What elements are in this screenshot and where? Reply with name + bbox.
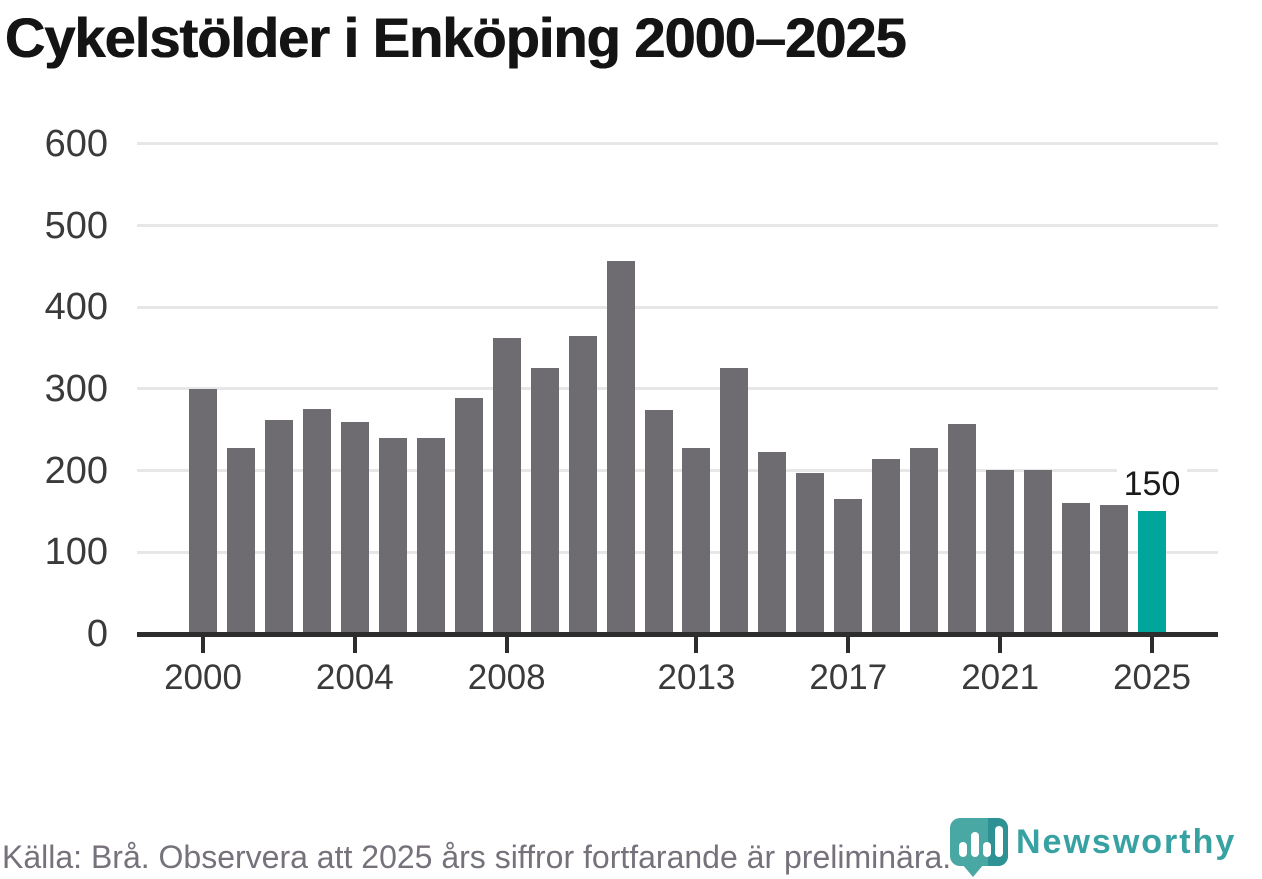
bar-2002	[264, 419, 293, 634]
logo-chart-bar	[971, 832, 979, 857]
x-tick-2000	[201, 637, 205, 653]
y-tick-label-0: 0	[86, 613, 108, 655]
y-tick-label-100: 100	[44, 531, 108, 574]
gridline-600	[137, 142, 1218, 146]
logo-chart-bar	[959, 842, 967, 857]
bar-2021	[986, 469, 1015, 634]
x-tick-2021	[998, 637, 1003, 653]
gridline-500	[137, 224, 1218, 227]
y-tick-label-500: 500	[44, 204, 108, 247]
bar-2019	[910, 447, 939, 634]
bar-2012	[644, 410, 673, 634]
bar-2024	[1100, 504, 1129, 634]
bar-2017	[834, 499, 863, 634]
bar-2004	[340, 421, 369, 634]
bar-2025	[1138, 511, 1166, 634]
x-tick-2004	[352, 637, 357, 653]
logo-pin-tail	[962, 864, 984, 877]
bar-2003	[302, 409, 331, 634]
bar-2018	[872, 459, 901, 634]
bar-2001	[226, 447, 255, 634]
logo-chart-bar	[995, 826, 1003, 857]
bar-2020	[948, 424, 977, 634]
x-tick-2017	[846, 637, 851, 653]
bar-2008	[492, 338, 521, 634]
x-tick-label-2013: 2013	[657, 658, 736, 697]
y-tick-label-300: 300	[44, 367, 108, 410]
value-annotation-label: 150	[1116, 465, 1188, 504]
x-tick-2025	[1150, 637, 1154, 653]
x-tick-2013	[694, 637, 699, 653]
source-note: Källa: Brå. Observera att 2025 års siffr…	[2, 839, 952, 875]
brand-wordmark: Newsworthy	[1016, 823, 1237, 861]
bar-2023	[1062, 503, 1091, 634]
y-tick-label-200: 200	[44, 449, 108, 492]
gridline-200	[137, 469, 1218, 473]
y-tick-label-600: 600	[44, 122, 108, 165]
x-axis-line	[137, 632, 1218, 637]
newsworthy-pin-barchart-icon	[950, 818, 1008, 866]
bar-2014	[720, 367, 749, 634]
bar-2011	[606, 261, 635, 634]
x-tick-label-2021: 2021	[961, 658, 1040, 697]
gridline-100	[137, 550, 1218, 554]
bar-2009	[530, 368, 559, 634]
x-tick-label-2004: 2004	[315, 658, 394, 697]
gridline-300	[137, 387, 1218, 391]
gridline-400	[137, 305, 1218, 309]
bar-2015	[758, 451, 787, 634]
x-tick-label-2000: 2000	[164, 658, 242, 697]
bar-2006	[416, 437, 445, 634]
page-title: Cykelstölder i Enköping 2000–2025	[5, 6, 907, 69]
bar-2013	[682, 447, 711, 634]
x-tick-label-2017: 2017	[809, 658, 888, 697]
bar-2016	[796, 473, 825, 634]
x-tick-2008	[504, 637, 509, 653]
bar-2022	[1024, 469, 1053, 634]
bar-2000	[189, 388, 217, 634]
bar-2005	[378, 437, 407, 634]
logo-chart-bar	[983, 842, 991, 857]
x-tick-label-2025: 2025	[1113, 658, 1191, 697]
bar-2010	[568, 335, 597, 634]
bar-2007	[454, 397, 483, 634]
value-annotation: 150	[1082, 465, 1222, 504]
x-tick-label-2008: 2008	[467, 658, 546, 697]
y-tick-label-400: 400	[44, 286, 108, 329]
